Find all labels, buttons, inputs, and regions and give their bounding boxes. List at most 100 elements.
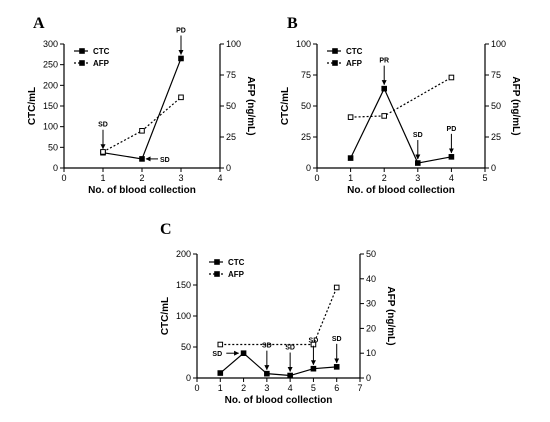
y-tick-label-left-b: 75 — [301, 70, 311, 80]
y-tick-label-right-b: 75 — [491, 70, 501, 80]
legend-marker-ctc-c — [214, 259, 220, 265]
y-tick-label-left-c: 50 — [181, 342, 191, 352]
y-tick-label-left-c: 200 — [176, 249, 191, 259]
panel-letter-b: B — [287, 15, 298, 32]
data-point-afp-b — [347, 114, 354, 120]
x-tick-label-c: 3 — [264, 383, 269, 393]
data-point-ctc-c — [240, 350, 247, 356]
y-tick-label-right-c: 40 — [366, 274, 376, 284]
annotation-sd-c: SD — [262, 343, 272, 350]
annotation-sd-a: SD — [160, 157, 170, 164]
x-tick-label-b: 5 — [482, 173, 487, 183]
y-tick-label-right-c: 0 — [366, 373, 371, 383]
data-point-ctc-b — [347, 155, 354, 161]
data-point-ctc-c — [217, 370, 224, 376]
y-tick-label-right-c: 20 — [366, 323, 376, 333]
data-point-ctc-c — [333, 364, 340, 370]
x-axis-title-b: No. of blood collection — [347, 185, 455, 196]
legend-marker-ctc-b — [332, 48, 338, 54]
y-tick-label-left-a: 250 — [43, 60, 58, 70]
data-point-ctc-a — [139, 156, 145, 162]
x-axis-title-c: No. of blood collection — [225, 395, 333, 406]
x-tick-label-c: 4 — [288, 383, 293, 393]
series-line-ctc-b — [350, 87, 452, 164]
y-tick-label-right-b: 0 — [491, 163, 496, 173]
panel-letter-a: A — [33, 15, 45, 32]
y-tick-label-right-a: 75 — [226, 70, 236, 80]
x-tick-label-b: 2 — [382, 173, 387, 183]
annotation-sd-c: SD — [285, 345, 295, 352]
x-tick-label-b: 1 — [348, 173, 353, 183]
annotation-pr-b: PR — [379, 58, 389, 65]
x-tick-label-a: 3 — [178, 173, 183, 183]
x-tick-label-c: 0 — [194, 383, 199, 393]
x-tick-label-b: 4 — [449, 173, 454, 183]
legend-label-afp-b: AFP — [346, 59, 363, 68]
y-tick-label-left-b: 100 — [296, 39, 311, 49]
annotation-sd-c: SD — [309, 338, 319, 345]
y-tick-label-left-c: 100 — [176, 311, 191, 321]
y-tick-label-right-a: 0 — [226, 163, 231, 173]
x-tick-label-a: 0 — [61, 173, 66, 183]
x-tick-label-c: 6 — [334, 383, 339, 393]
legend-label-ctc-c: CTC — [228, 258, 245, 267]
x-tick-label-b: 3 — [415, 173, 420, 183]
series-line-ctc-a — [102, 58, 182, 160]
y-tick-label-left-a: 100 — [43, 122, 58, 132]
y-tick-label-left-b: 50 — [301, 101, 311, 111]
annotation-sd-c: SD — [332, 336, 342, 343]
y-tick-label-left-a: 200 — [43, 80, 58, 90]
data-point-afp-a — [100, 149, 106, 155]
annotation-sd-c: SD — [212, 351, 222, 358]
data-point-ctc-b — [381, 85, 387, 92]
y-tick-label-left-b: 25 — [301, 132, 311, 142]
annotation-sd-b: SD — [413, 132, 423, 139]
y-axis-title-left-a: CTC/mL — [27, 87, 38, 125]
legend-label-ctc-b: CTC — [346, 47, 363, 56]
legend-marker-afp-b — [332, 60, 338, 66]
y-tick-label-right-a: 100 — [226, 39, 241, 49]
series-line-afp-b — [350, 76, 452, 118]
data-point-ctc-c — [287, 372, 293, 379]
y-tick-label-right-b: 100 — [491, 39, 506, 49]
annotation-pd-b: PD — [447, 126, 457, 133]
y-tick-label-left-b: 0 — [306, 163, 311, 173]
legend-label-afp-a: AFP — [93, 59, 110, 68]
y-tick-label-left-c: 150 — [176, 280, 191, 290]
y-tick-label-left-a: 150 — [43, 101, 58, 111]
series-line-afp-a — [102, 96, 182, 153]
legend-label-afp-c: AFP — [228, 270, 245, 279]
data-point-ctc-b — [415, 160, 421, 166]
x-tick-label-c: 1 — [218, 383, 223, 393]
data-point-afp-b — [381, 113, 387, 119]
y-axis-title-left-c: CTC/mL — [160, 297, 171, 335]
y-tick-label-right-c: 50 — [366, 249, 376, 259]
panel-letter-c: C — [160, 221, 172, 238]
y-axis-title-right-a: AFP (ng/mL) — [245, 76, 256, 135]
legend-marker-afp-c — [214, 271, 220, 277]
y-tick-label-right-a: 25 — [226, 132, 236, 142]
annotation-sd-a: SD — [98, 122, 108, 129]
data-point-ctc-a — [178, 55, 184, 62]
x-tick-label-a: 4 — [217, 173, 222, 183]
y-tick-label-right-b: 50 — [491, 101, 501, 111]
y-axis-title-right-c: AFP (ng/mL) — [385, 286, 396, 345]
x-tick-label-c: 5 — [311, 383, 316, 393]
data-point-afp-a — [139, 128, 145, 134]
x-tick-label-a: 2 — [139, 173, 144, 183]
legend-label-ctc-a: CTC — [93, 47, 110, 56]
data-point-afp-c — [217, 341, 224, 348]
x-tick-label-c: 7 — [357, 383, 362, 393]
data-point-afp-c — [333, 284, 340, 291]
data-point-ctc-b — [448, 154, 455, 160]
y-tick-label-right-c: 10 — [366, 348, 376, 358]
series-line-ctc-c — [219, 352, 337, 377]
y-tick-label-left-a: 50 — [48, 142, 58, 152]
y-tick-label-left-c: 0 — [186, 373, 191, 383]
data-point-afp-a — [178, 94, 184, 101]
x-tick-label-b: 0 — [314, 173, 319, 183]
x-axis-title-a: No. of blood collection — [88, 185, 196, 196]
data-point-ctc-c — [264, 370, 270, 377]
data-point-ctc-c — [310, 365, 317, 372]
